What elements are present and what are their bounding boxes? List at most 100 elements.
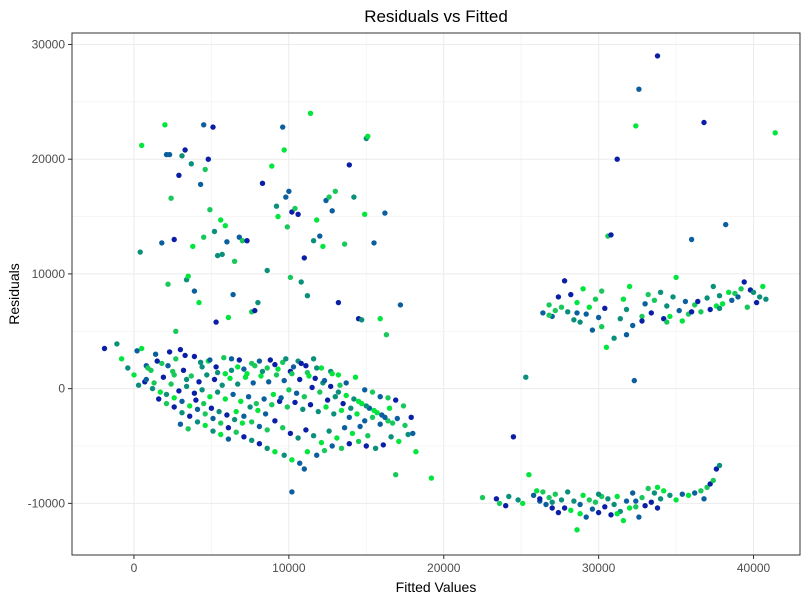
data-point — [289, 371, 295, 377]
data-point — [151, 380, 157, 386]
data-point — [397, 302, 404, 308]
data-point — [574, 299, 580, 306]
data-point — [214, 389, 221, 395]
data-point — [651, 490, 658, 496]
data-point — [568, 291, 574, 298]
data-point — [393, 472, 399, 478]
data-point — [589, 506, 596, 512]
data-point — [225, 314, 232, 321]
data-point — [264, 427, 270, 433]
data-point — [546, 312, 552, 318]
data-point — [763, 296, 769, 302]
data-point — [298, 279, 304, 285]
data-point — [648, 310, 654, 316]
data-point — [667, 492, 673, 498]
data-point — [639, 318, 645, 324]
data-point — [661, 488, 667, 494]
data-point — [255, 299, 261, 306]
data-point — [315, 408, 321, 415]
data-point — [320, 243, 326, 250]
data-point — [664, 319, 670, 325]
data-point — [695, 298, 701, 305]
data-point — [210, 415, 216, 422]
data-point — [623, 332, 630, 338]
data-point — [685, 492, 692, 498]
data-point — [571, 498, 577, 504]
data-point — [185, 426, 191, 432]
data-point — [280, 359, 286, 365]
data-point — [332, 188, 338, 194]
data-point — [179, 398, 185, 404]
data-point — [118, 356, 125, 362]
data-point — [176, 388, 182, 394]
data-point — [131, 372, 137, 378]
y-axis-title: Residuals — [6, 263, 22, 324]
data-point — [346, 441, 352, 447]
data-point — [283, 194, 289, 200]
data-point — [673, 497, 679, 503]
x-axis-title: Fitted Values — [396, 579, 477, 595]
data-point — [595, 491, 602, 497]
data-point — [187, 403, 193, 409]
data-point — [162, 122, 168, 128]
data-point — [286, 188, 292, 194]
data-point — [218, 431, 224, 438]
data-point — [335, 299, 342, 306]
data-point — [188, 161, 194, 167]
data-point — [267, 357, 273, 363]
data-point — [626, 283, 633, 290]
data-point — [304, 293, 311, 299]
data-point — [301, 255, 307, 261]
y-axis: -10000 0 10000 20000 30000 — [28, 37, 72, 510]
data-point — [549, 499, 555, 505]
data-point — [713, 466, 720, 472]
data-point — [328, 383, 334, 390]
data-point — [719, 301, 726, 307]
data-point — [385, 418, 391, 424]
data-point — [187, 413, 193, 419]
data-point — [199, 387, 205, 393]
data-point — [231, 258, 238, 264]
data-point — [264, 365, 270, 371]
data-point — [272, 361, 278, 368]
data-point — [707, 306, 713, 313]
data-point — [338, 445, 345, 451]
data-point — [633, 498, 639, 504]
data-point — [369, 389, 376, 395]
data-point — [318, 439, 325, 446]
data-point — [231, 416, 238, 423]
data-point — [205, 156, 211, 162]
data-point — [160, 374, 167, 380]
data-point — [218, 420, 224, 426]
data-point — [552, 491, 558, 497]
data-point — [574, 527, 580, 533]
data-point — [337, 382, 343, 388]
data-point — [284, 224, 290, 230]
data-point — [698, 488, 704, 494]
data-point — [179, 153, 185, 159]
data-point — [207, 357, 213, 363]
data-point — [565, 489, 571, 495]
data-point — [657, 496, 664, 502]
data-point — [334, 435, 340, 441]
data-point — [667, 313, 673, 320]
y-tick-label: 30000 — [32, 37, 66, 51]
data-point — [355, 438, 362, 445]
data-point — [540, 489, 546, 495]
data-point — [654, 53, 661, 59]
data-point — [338, 407, 345, 414]
data-point — [314, 217, 320, 223]
data-point — [295, 435, 301, 441]
data-point — [614, 511, 620, 517]
data-point — [329, 443, 335, 449]
data-point — [741, 279, 747, 285]
data-point — [137, 249, 143, 255]
data-point — [523, 374, 529, 380]
data-point — [241, 434, 247, 440]
data-point — [171, 395, 177, 401]
data-point — [602, 504, 608, 510]
data-point — [114, 341, 120, 347]
data-point — [639, 494, 645, 501]
data-point — [213, 319, 219, 325]
